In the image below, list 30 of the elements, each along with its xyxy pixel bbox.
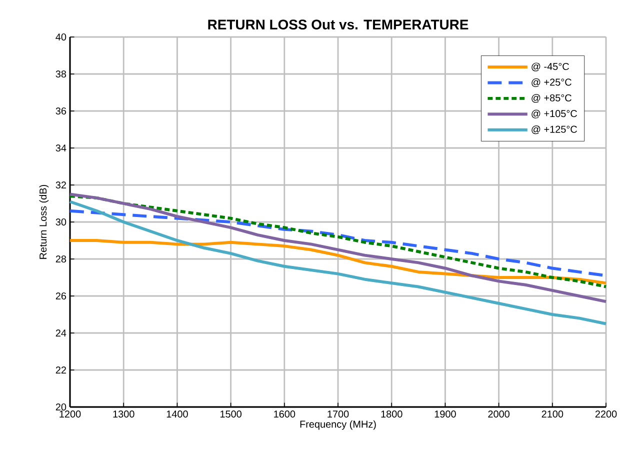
x-tick-label: 1400	[166, 410, 188, 418]
y-tick-label: 32	[56, 181, 66, 189]
y-tick-label: 22	[56, 366, 66, 374]
y-axis-title: Return Loss (dB)	[39, 184, 49, 259]
x-tick-label: 1800	[381, 410, 402, 418]
x-tick-label: 1500	[220, 410, 242, 418]
legend-label: @ +105°C	[532, 110, 577, 118]
y-tick-label: 20	[56, 403, 66, 411]
legend-label: @ +25°C	[532, 78, 572, 87]
x-tick-label: 2000	[488, 410, 510, 418]
x-tick-label: 1600	[274, 410, 296, 418]
y-tick-label: 34	[56, 144, 66, 152]
y-tick-label: 38	[56, 70, 66, 78]
x-tick-label: 2200	[595, 410, 617, 418]
y-tick-label: 26	[56, 292, 66, 300]
chart-title: RETURN LOSS Out vs. TEMPERATURE	[208, 20, 468, 30]
x-tick-label: 1900	[434, 410, 456, 418]
y-tick-label: 24	[56, 330, 66, 336]
legend-label: @ +125°C	[532, 125, 577, 134]
x-tick-label: 2100	[542, 410, 564, 418]
legend-label: @ -45°C	[532, 62, 569, 72]
legend-label: @ +85°C	[532, 94, 572, 103]
x-tick-label: 1300	[113, 410, 134, 418]
y-tick-label: 36	[56, 107, 66, 115]
x-tick-label: 1200	[60, 410, 81, 418]
x-tick-label: 1700	[328, 410, 349, 418]
x-axis-title: Frequency (MHz)	[300, 420, 376, 430]
y-tick-label: 30	[56, 218, 66, 226]
y-tick-label: 40	[56, 33, 66, 41]
y-tick-label: 28	[56, 255, 66, 263]
